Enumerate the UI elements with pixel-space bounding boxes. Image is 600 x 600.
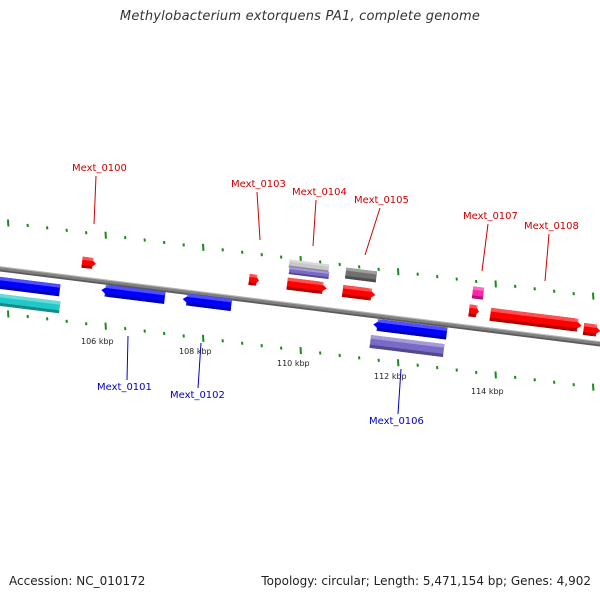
gene-label-leader bbox=[197, 342, 202, 389]
gene-label: Mext_0104 bbox=[292, 187, 347, 198]
gene-label: Mext_0105 bbox=[354, 195, 409, 206]
gene-features bbox=[0, 256, 600, 358]
axis-tick-label: 110 kbp bbox=[277, 359, 310, 368]
gene-arrow bbox=[341, 284, 376, 301]
gene-label: Mext_0108 bbox=[524, 221, 579, 232]
cds-block bbox=[288, 267, 330, 279]
axis-tick-label: 112 kbp bbox=[374, 372, 407, 381]
axis-labels: 106 kbp 108 kbp 110 kbp 112 kbp 114 kbp bbox=[81, 337, 504, 396]
accession-text: Accession: NC_010172 bbox=[9, 574, 146, 588]
gene-arrow bbox=[373, 318, 448, 340]
backbone-line bbox=[0, 266, 600, 345]
gene-label: Mext_0102 bbox=[170, 390, 225, 401]
gene-label: Mext_0101 bbox=[97, 382, 152, 393]
genome-summary-text: Topology: circular; Length: 5,471,154 bp… bbox=[261, 574, 591, 588]
gene-arrow bbox=[0, 275, 61, 297]
genome-title: Methylobacterium extorquens PA1, complet… bbox=[119, 9, 481, 24]
gene-label-leader bbox=[256, 191, 261, 241]
gene-arrow bbox=[248, 273, 259, 286]
gene-label: Mext_0107 bbox=[463, 211, 518, 222]
gene-label: Mext_0103 bbox=[231, 179, 286, 190]
cds-block bbox=[369, 334, 445, 358]
gene-label: Mext_0100 bbox=[72, 163, 127, 174]
gene-label-leader bbox=[93, 175, 97, 225]
gene-label-leader bbox=[481, 223, 489, 272]
cds-block bbox=[471, 286, 485, 300]
cds-block bbox=[344, 267, 378, 283]
gene-label-leader bbox=[544, 233, 550, 282]
gene-arrow bbox=[101, 284, 166, 304]
gene-labels: Mext_0100 Mext_0103 Mext_0104 Mext_0105 Mext… bbox=[72, 163, 579, 427]
gene-label-leader bbox=[126, 335, 129, 381]
gene-label-leader bbox=[397, 368, 402, 415]
gene-label-leader bbox=[364, 207, 381, 256]
gene-arrow bbox=[182, 293, 233, 311]
gene-arrow bbox=[468, 304, 479, 318]
cds-block bbox=[0, 292, 61, 314]
axis-tick-label: 106 kbp bbox=[81, 337, 114, 346]
gene-arrow bbox=[489, 307, 582, 332]
axis-tick-label: 114 kbp bbox=[471, 387, 504, 396]
gene-label: Mext_0106 bbox=[369, 416, 424, 427]
genome-backbone bbox=[0, 266, 600, 347]
axis-tick-label: 108 kbp bbox=[179, 347, 212, 356]
gene-arrow bbox=[582, 322, 600, 337]
gene-label-leader bbox=[312, 199, 317, 247]
backbone-highlight bbox=[0, 266, 600, 343]
gene-arrow bbox=[81, 256, 96, 269]
gene-arrow bbox=[286, 277, 327, 294]
